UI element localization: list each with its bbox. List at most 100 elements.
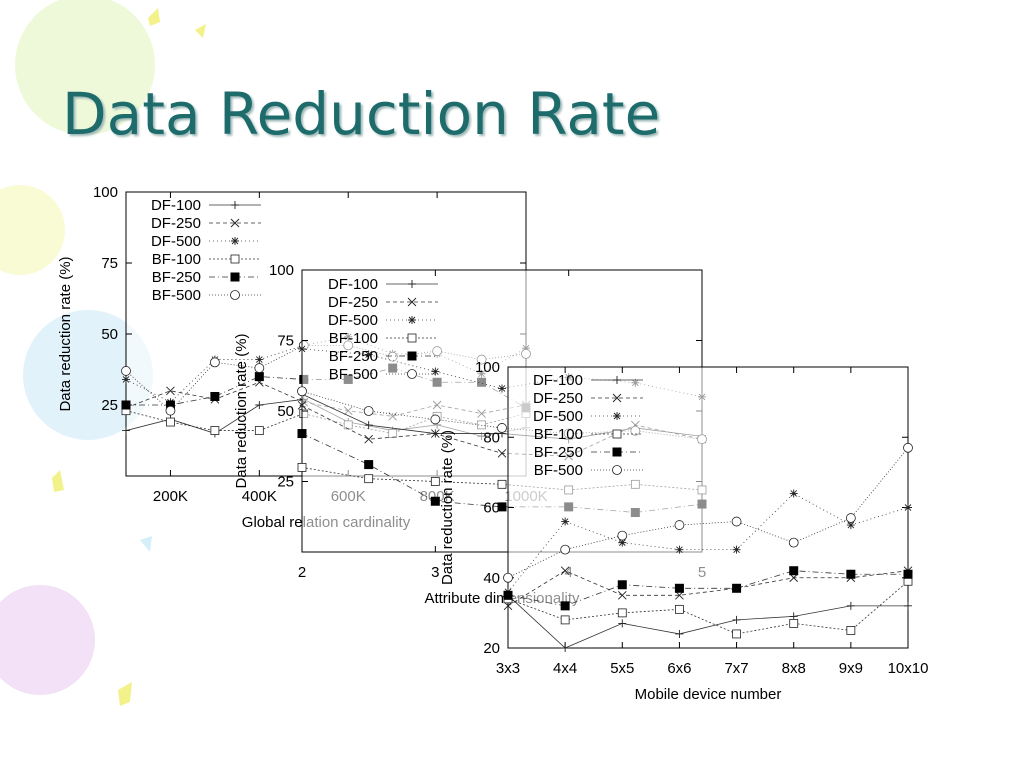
data-point	[560, 615, 570, 625]
plot-frame	[507, 366, 909, 649]
legend-label: DF-100	[328, 276, 378, 293]
legend-marker	[612, 393, 622, 403]
legend-marker	[612, 429, 622, 439]
legend-marker	[408, 316, 416, 324]
data-point	[561, 644, 570, 652]
star-yellow	[148, 8, 160, 26]
data-point	[617, 580, 627, 590]
legend-label: DF-100	[533, 372, 583, 389]
data-point	[297, 386, 307, 397]
data-point	[618, 619, 627, 628]
y-tick-label: 100	[269, 262, 294, 279]
y-tick-label: 50	[101, 326, 118, 343]
data-point	[561, 517, 570, 526]
data-point	[364, 421, 373, 430]
data-point	[503, 590, 513, 600]
series-line	[507, 580, 909, 635]
data-point	[254, 363, 265, 373]
data-point	[789, 489, 798, 498]
slide-title: Data Reduction Rate	[62, 80, 661, 148]
series-line	[507, 570, 909, 607]
legend-marker	[407, 297, 417, 307]
data-point	[210, 426, 220, 435]
x-tick-label: 10x10	[888, 660, 929, 677]
x-tick-label: 5x5	[610, 660, 634, 677]
data-point	[675, 629, 684, 638]
balloon-yellow	[0, 185, 65, 275]
data-point	[617, 530, 628, 541]
balloon-blue	[23, 310, 153, 440]
data-point	[732, 583, 742, 593]
data-point	[209, 357, 220, 368]
data-point	[497, 423, 507, 433]
data-point	[675, 545, 684, 554]
legend-marker	[407, 351, 417, 361]
balloon-purple	[0, 585, 95, 695]
data-point	[617, 590, 627, 600]
data-point	[789, 566, 799, 576]
legend-marker	[230, 218, 240, 228]
x-tick-label: 400K	[242, 488, 277, 505]
x-tick-label: 3	[431, 564, 439, 581]
data-point	[430, 414, 441, 425]
data-point	[431, 429, 440, 438]
x-tick-label: 2	[298, 564, 306, 581]
x-tick-label: 8x8	[782, 660, 806, 677]
legend-label: DF-500	[328, 312, 378, 329]
data-point	[560, 566, 570, 576]
data-point	[430, 496, 440, 506]
data-point	[121, 400, 131, 410]
plot-group: 20 40 60 80 100 3x3 4x4 5x5 6x6 7x7 8x8 9x9 10x10 Mob…	[439, 359, 928, 703]
y-axis-label: Data reduction rate (%)	[233, 333, 250, 488]
x-tick-label: 6x6	[667, 660, 691, 677]
series-line	[507, 595, 908, 649]
data-point	[364, 434, 373, 444]
data-point	[497, 479, 507, 489]
data-point	[364, 350, 373, 359]
legend-marker	[231, 201, 239, 209]
legend-marker	[612, 447, 622, 457]
x-tick-label: 200K	[153, 488, 188, 505]
data-point	[560, 601, 570, 611]
legend-label: BF-500	[152, 287, 201, 304]
series-line	[507, 492, 909, 593]
data-point	[497, 448, 507, 458]
star-yellow	[52, 470, 64, 492]
legend-label: DF-500	[533, 408, 583, 425]
data-point	[732, 615, 741, 624]
data-point	[846, 626, 856, 635]
data-point	[363, 406, 374, 416]
legend-marker	[231, 237, 239, 245]
data-point	[122, 375, 130, 384]
data-point	[297, 462, 307, 472]
data-point	[430, 477, 440, 486]
legend-marker	[613, 412, 621, 420]
series-line	[507, 570, 908, 607]
data-point	[674, 583, 684, 593]
star-yellow	[195, 24, 206, 38]
data-point	[731, 516, 742, 527]
data-point	[732, 545, 741, 554]
y-tick-label: 100	[93, 184, 118, 201]
data-point	[503, 572, 513, 583]
data-point	[903, 442, 913, 453]
data-point	[498, 384, 506, 393]
data-point	[364, 474, 374, 484]
x-tick-label: 4x4	[553, 660, 577, 677]
legend-label: BF-500	[534, 462, 583, 479]
legend-label: BF-100	[152, 251, 201, 268]
legend-marker	[230, 254, 240, 264]
data-point	[732, 629, 741, 639]
balloon-green	[15, 0, 155, 135]
data-point	[122, 426, 130, 435]
legend-marker	[230, 290, 240, 300]
data-point	[297, 429, 307, 439]
data-point	[904, 503, 912, 512]
x-tick-label: 3x3	[496, 660, 520, 677]
data-point	[497, 502, 507, 512]
data-point	[903, 569, 913, 579]
data-point	[846, 521, 855, 530]
y-tick-label: 20	[483, 640, 500, 657]
legend-label: BF-500	[329, 366, 378, 383]
